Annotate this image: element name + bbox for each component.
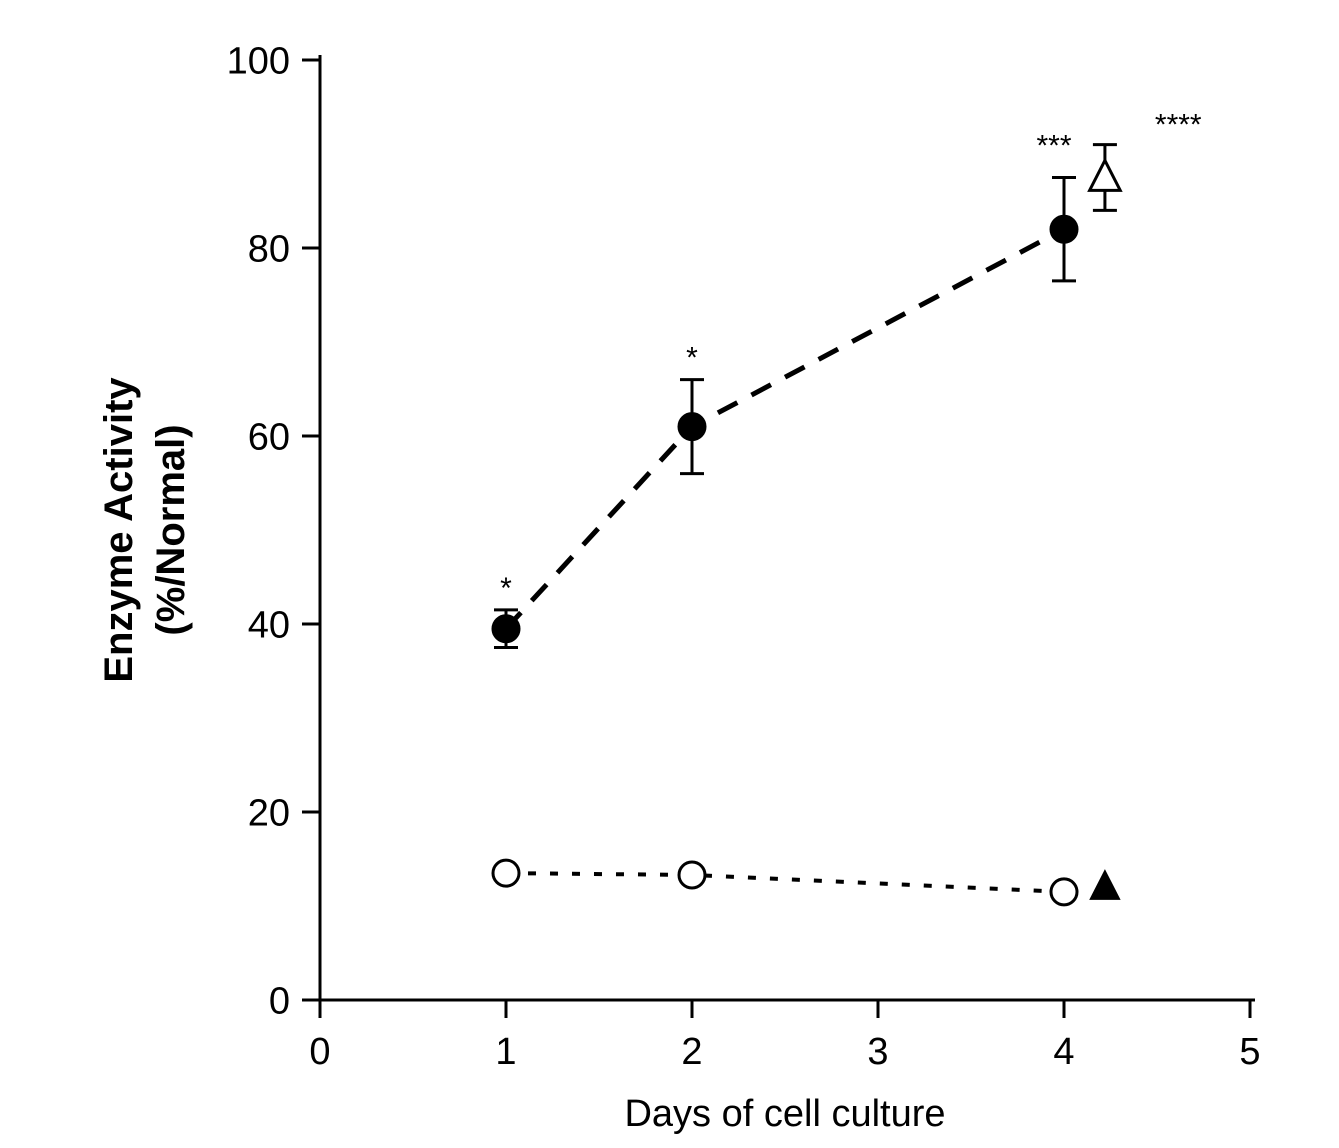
y-tick-label: 40 [248, 604, 290, 646]
y-tick-label: 60 [248, 416, 290, 458]
significance-label: *** [1036, 130, 1071, 163]
significance-label: * [500, 572, 512, 605]
y-tick-label: 100 [227, 40, 290, 82]
enzyme-activity-chart: 0 1 2 3 4 5 0 20 40 60 80 100 Days of cell culture En… [0, 0, 1339, 1148]
significance-label: * [686, 342, 698, 375]
marker-control [1051, 879, 1077, 905]
x-tick-label: 1 [495, 1031, 516, 1073]
y-tick-label: 80 [248, 228, 290, 270]
x-tick-label: 2 [681, 1031, 702, 1073]
y-axis-label-line2: (%/Normal) [149, 424, 193, 635]
x-tick-label: 0 [309, 1031, 330, 1073]
x-axis-label: Days of cell culture [624, 1093, 945, 1135]
marker-control [679, 862, 705, 888]
x-tick-label: 3 [867, 1031, 888, 1073]
marker-treated [1051, 216, 1077, 242]
y-tick-label: 20 [248, 792, 290, 834]
significance-label: **** [1155, 109, 1202, 142]
x-tick-label: 5 [1239, 1031, 1260, 1073]
marker-control [493, 860, 519, 886]
marker-treated [679, 414, 705, 440]
x-tick-label: 4 [1053, 1031, 1074, 1073]
marker-treated [493, 616, 519, 642]
chart-root: 0 1 2 3 4 5 0 20 40 60 80 100 Days of cell culture En… [0, 0, 1339, 1148]
y-tick-label: 0 [269, 980, 290, 1022]
y-axis-label-line1: Enzyme Activity [97, 377, 141, 683]
